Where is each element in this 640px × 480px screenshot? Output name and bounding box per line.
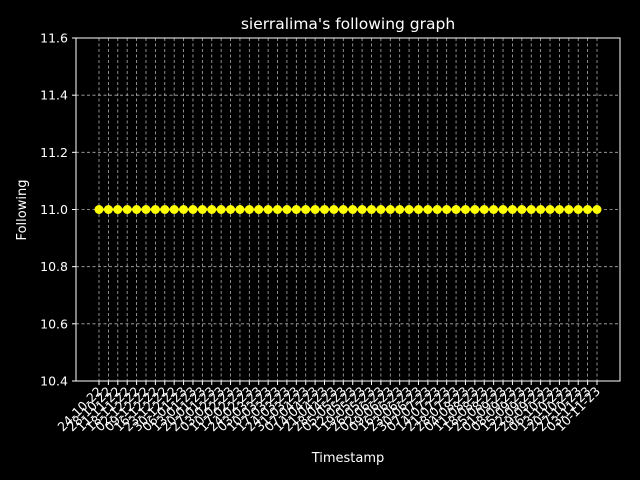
data-point <box>451 205 461 214</box>
data-point <box>150 205 160 214</box>
data-point <box>94 205 104 214</box>
y-tick-label: 10.4 <box>40 374 68 389</box>
data-point <box>169 205 179 214</box>
data-point <box>536 205 546 214</box>
data-point <box>103 205 113 214</box>
y-tick-label: 11.4 <box>40 88 68 103</box>
data-point <box>160 205 170 214</box>
y-axis-label: Following <box>15 180 30 241</box>
data-point <box>132 205 142 214</box>
data-point <box>489 205 499 214</box>
data-point <box>592 205 602 214</box>
data-point <box>442 205 452 214</box>
data-point <box>517 205 527 214</box>
data-point <box>254 205 264 214</box>
data-point <box>244 205 254 214</box>
data-series <box>94 205 602 214</box>
data-point <box>498 205 508 214</box>
data-point <box>226 205 236 214</box>
data-point <box>460 205 470 214</box>
y-tick-label: 11.2 <box>40 145 68 160</box>
data-point <box>413 205 423 214</box>
data-point <box>207 205 217 214</box>
data-point <box>273 205 283 214</box>
data-point <box>507 205 517 214</box>
data-point <box>141 205 151 214</box>
data-point <box>404 205 414 214</box>
data-point <box>583 205 593 214</box>
data-point <box>545 205 555 214</box>
data-point <box>423 205 433 214</box>
data-point <box>573 205 583 214</box>
data-point <box>470 205 480 214</box>
y-tick-label: 10.6 <box>40 316 68 331</box>
data-point <box>235 205 245 214</box>
data-point <box>479 205 489 214</box>
data-point <box>301 205 311 214</box>
data-point <box>122 205 132 214</box>
data-point <box>554 205 564 214</box>
data-point <box>113 205 123 214</box>
data-point <box>291 205 301 214</box>
y-tick-label: 10.8 <box>40 259 68 274</box>
data-point <box>366 205 376 214</box>
data-point <box>385 205 395 214</box>
data-point <box>357 205 367 214</box>
data-point <box>376 205 386 214</box>
x-axis: 24-10-2228-10-2211-11-2218-11-2202-12-22… <box>54 381 603 434</box>
chart-title: sierralima's following graph <box>241 15 455 33</box>
data-point <box>188 205 198 214</box>
data-point <box>216 205 226 214</box>
x-axis-label: Timestamp <box>311 451 385 466</box>
data-point <box>564 205 574 214</box>
y-tick-label: 11.6 <box>40 31 68 46</box>
data-point <box>395 205 405 214</box>
data-point <box>310 205 320 214</box>
data-point <box>329 205 339 214</box>
data-point <box>432 205 442 214</box>
data-point <box>338 205 348 214</box>
data-point <box>179 205 189 214</box>
y-axis: 10.4 10.6 10.8 11.0 11.2 11.4 11.6 <box>40 31 76 389</box>
data-point <box>320 205 330 214</box>
data-point <box>282 205 292 214</box>
data-point <box>197 205 207 214</box>
data-point <box>263 205 273 214</box>
data-point <box>526 205 536 214</box>
data-point <box>348 205 358 214</box>
y-tick-label: 11.0 <box>40 202 68 217</box>
